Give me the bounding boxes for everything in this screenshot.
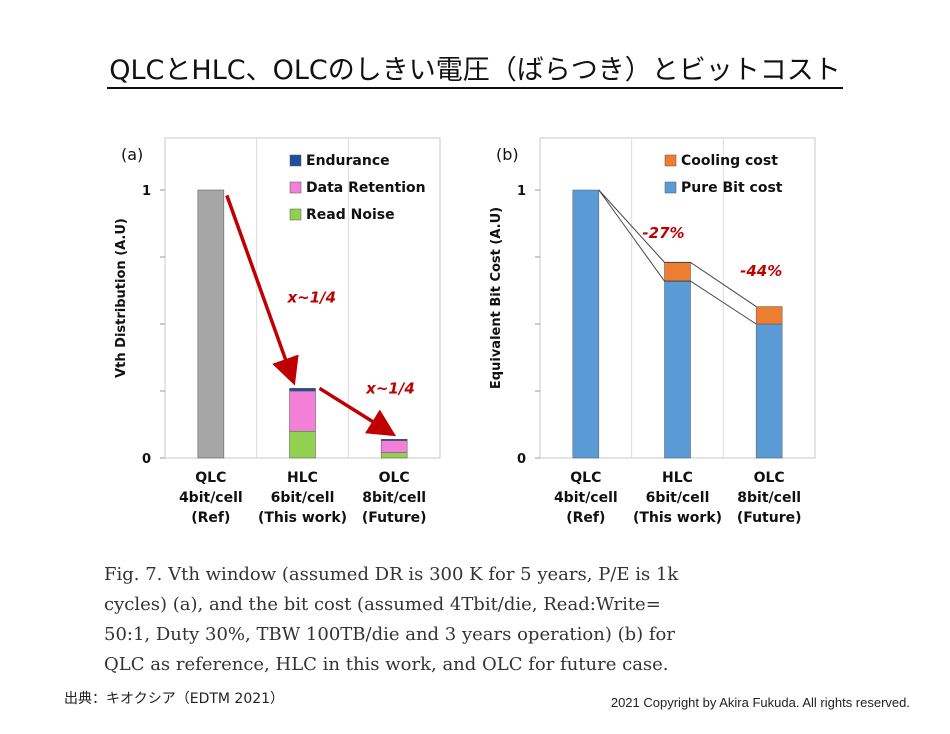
x-tick-label: HLC (662, 470, 693, 486)
legend-label: Pure Bit cost (681, 180, 783, 196)
caption-line: 50:1, Duty 30%, TBW 100TB/die and 3 year… (104, 624, 675, 645)
total-cost-connector (598, 189, 757, 307)
x-tick-label: 6bit/cell (271, 490, 335, 506)
legend-swatch (664, 154, 677, 167)
y-tick-label: 1 (517, 184, 526, 199)
reduction-annotation: x~1/4 (365, 380, 415, 398)
x-tick-label: OLC (754, 470, 785, 486)
bar-base (197, 189, 225, 459)
bar-segment (664, 262, 691, 282)
copyright-note: 2021 Copyright by Akira Fukuda. All righ… (610, 695, 910, 710)
page-title-text: QLCとHLC、OLCのしきい電圧（ばらつき）とビットコスト (107, 55, 843, 89)
x-tick-label: 8bit/cell (737, 490, 801, 506)
cost-reduction-label: -44% (740, 262, 782, 280)
x-tick-label: (This work) (258, 510, 347, 526)
legend-label: Cooling cost (681, 153, 778, 169)
y-axis-label: Equivalent Bit Cost (A.U) (489, 207, 504, 389)
legend-swatch (289, 154, 302, 167)
x-tick-label: 4bit/cell (179, 490, 243, 506)
x-tick-label: 4bit/cell (554, 490, 618, 506)
x-tick-label: (Future) (737, 510, 802, 526)
reduction-arrow (318, 386, 397, 437)
legend-label: Endurance (306, 153, 390, 169)
reduction-arrow (225, 194, 299, 386)
y-tick-label: 0 (142, 452, 151, 467)
bar-segment (289, 430, 316, 459)
x-tick-label: 8bit/cell (362, 490, 426, 506)
cost-reduction-label: -27% (642, 224, 684, 242)
x-tick-label: 6bit/cell (646, 490, 710, 506)
x-tick-label: (Future) (362, 510, 427, 526)
panel-label: (b) (496, 145, 519, 164)
x-tick-label: (Ref) (566, 510, 605, 526)
pure-cost-connector (598, 189, 757, 325)
y-axis-label: Vth Distribution (A.U) (114, 218, 129, 378)
bar-segment (755, 306, 783, 325)
x-tick-label: (Ref) (191, 510, 230, 526)
chart-b: 1 0 Equivalent Bit Cost (A.U) (b) QLC 4bit/ce… (489, 137, 816, 526)
x-tick-label: (This work) (633, 510, 722, 526)
y-tick-label: 1 (142, 184, 151, 199)
x-tick-label: OLC (379, 470, 410, 486)
legend-swatch (289, 181, 302, 194)
bar-segment (380, 440, 408, 453)
bar-segment (755, 323, 783, 459)
x-tick-label: HLC (287, 470, 318, 486)
chart-a: 1 0 Vth Distribution (A.U) (a) QLC 4bit/cell (… (114, 137, 441, 526)
legend-swatch (664, 181, 677, 194)
bar-segment (289, 390, 316, 432)
legend-swatch (289, 208, 302, 221)
caption-line: QLC as reference, HLC in this work, and … (104, 654, 669, 675)
legend-label: Read Noise (306, 207, 395, 223)
reduction-annotation: x~1/4 (287, 289, 337, 307)
legend-label: Data Retention (306, 180, 426, 196)
panel-label: (a) (121, 145, 143, 164)
page-title: QLCとHLC、OLCのしきい電圧（ばらつき）とビットコスト (0, 48, 950, 89)
caption-line: Fig. 7. Vth window (assumed DR is 300 K … (104, 564, 679, 585)
bar-segment (572, 189, 600, 459)
bar-segment (380, 438, 408, 441)
bar-segment (380, 452, 408, 459)
bar-segment (289, 388, 316, 392)
x-tick-label: QLC (195, 470, 226, 486)
source-note: 出典：キオクシア（EDTM 2021） (64, 691, 285, 707)
caption-line: cycles) (a), and the bit cost (assumed 4… (104, 594, 661, 615)
figure-caption: Fig. 7. Vth window (assumed DR is 300 K … (104, 560, 844, 680)
x-tick-label: QLC (570, 470, 601, 486)
bar-segment (664, 280, 691, 459)
y-tick-label: 0 (517, 452, 526, 467)
